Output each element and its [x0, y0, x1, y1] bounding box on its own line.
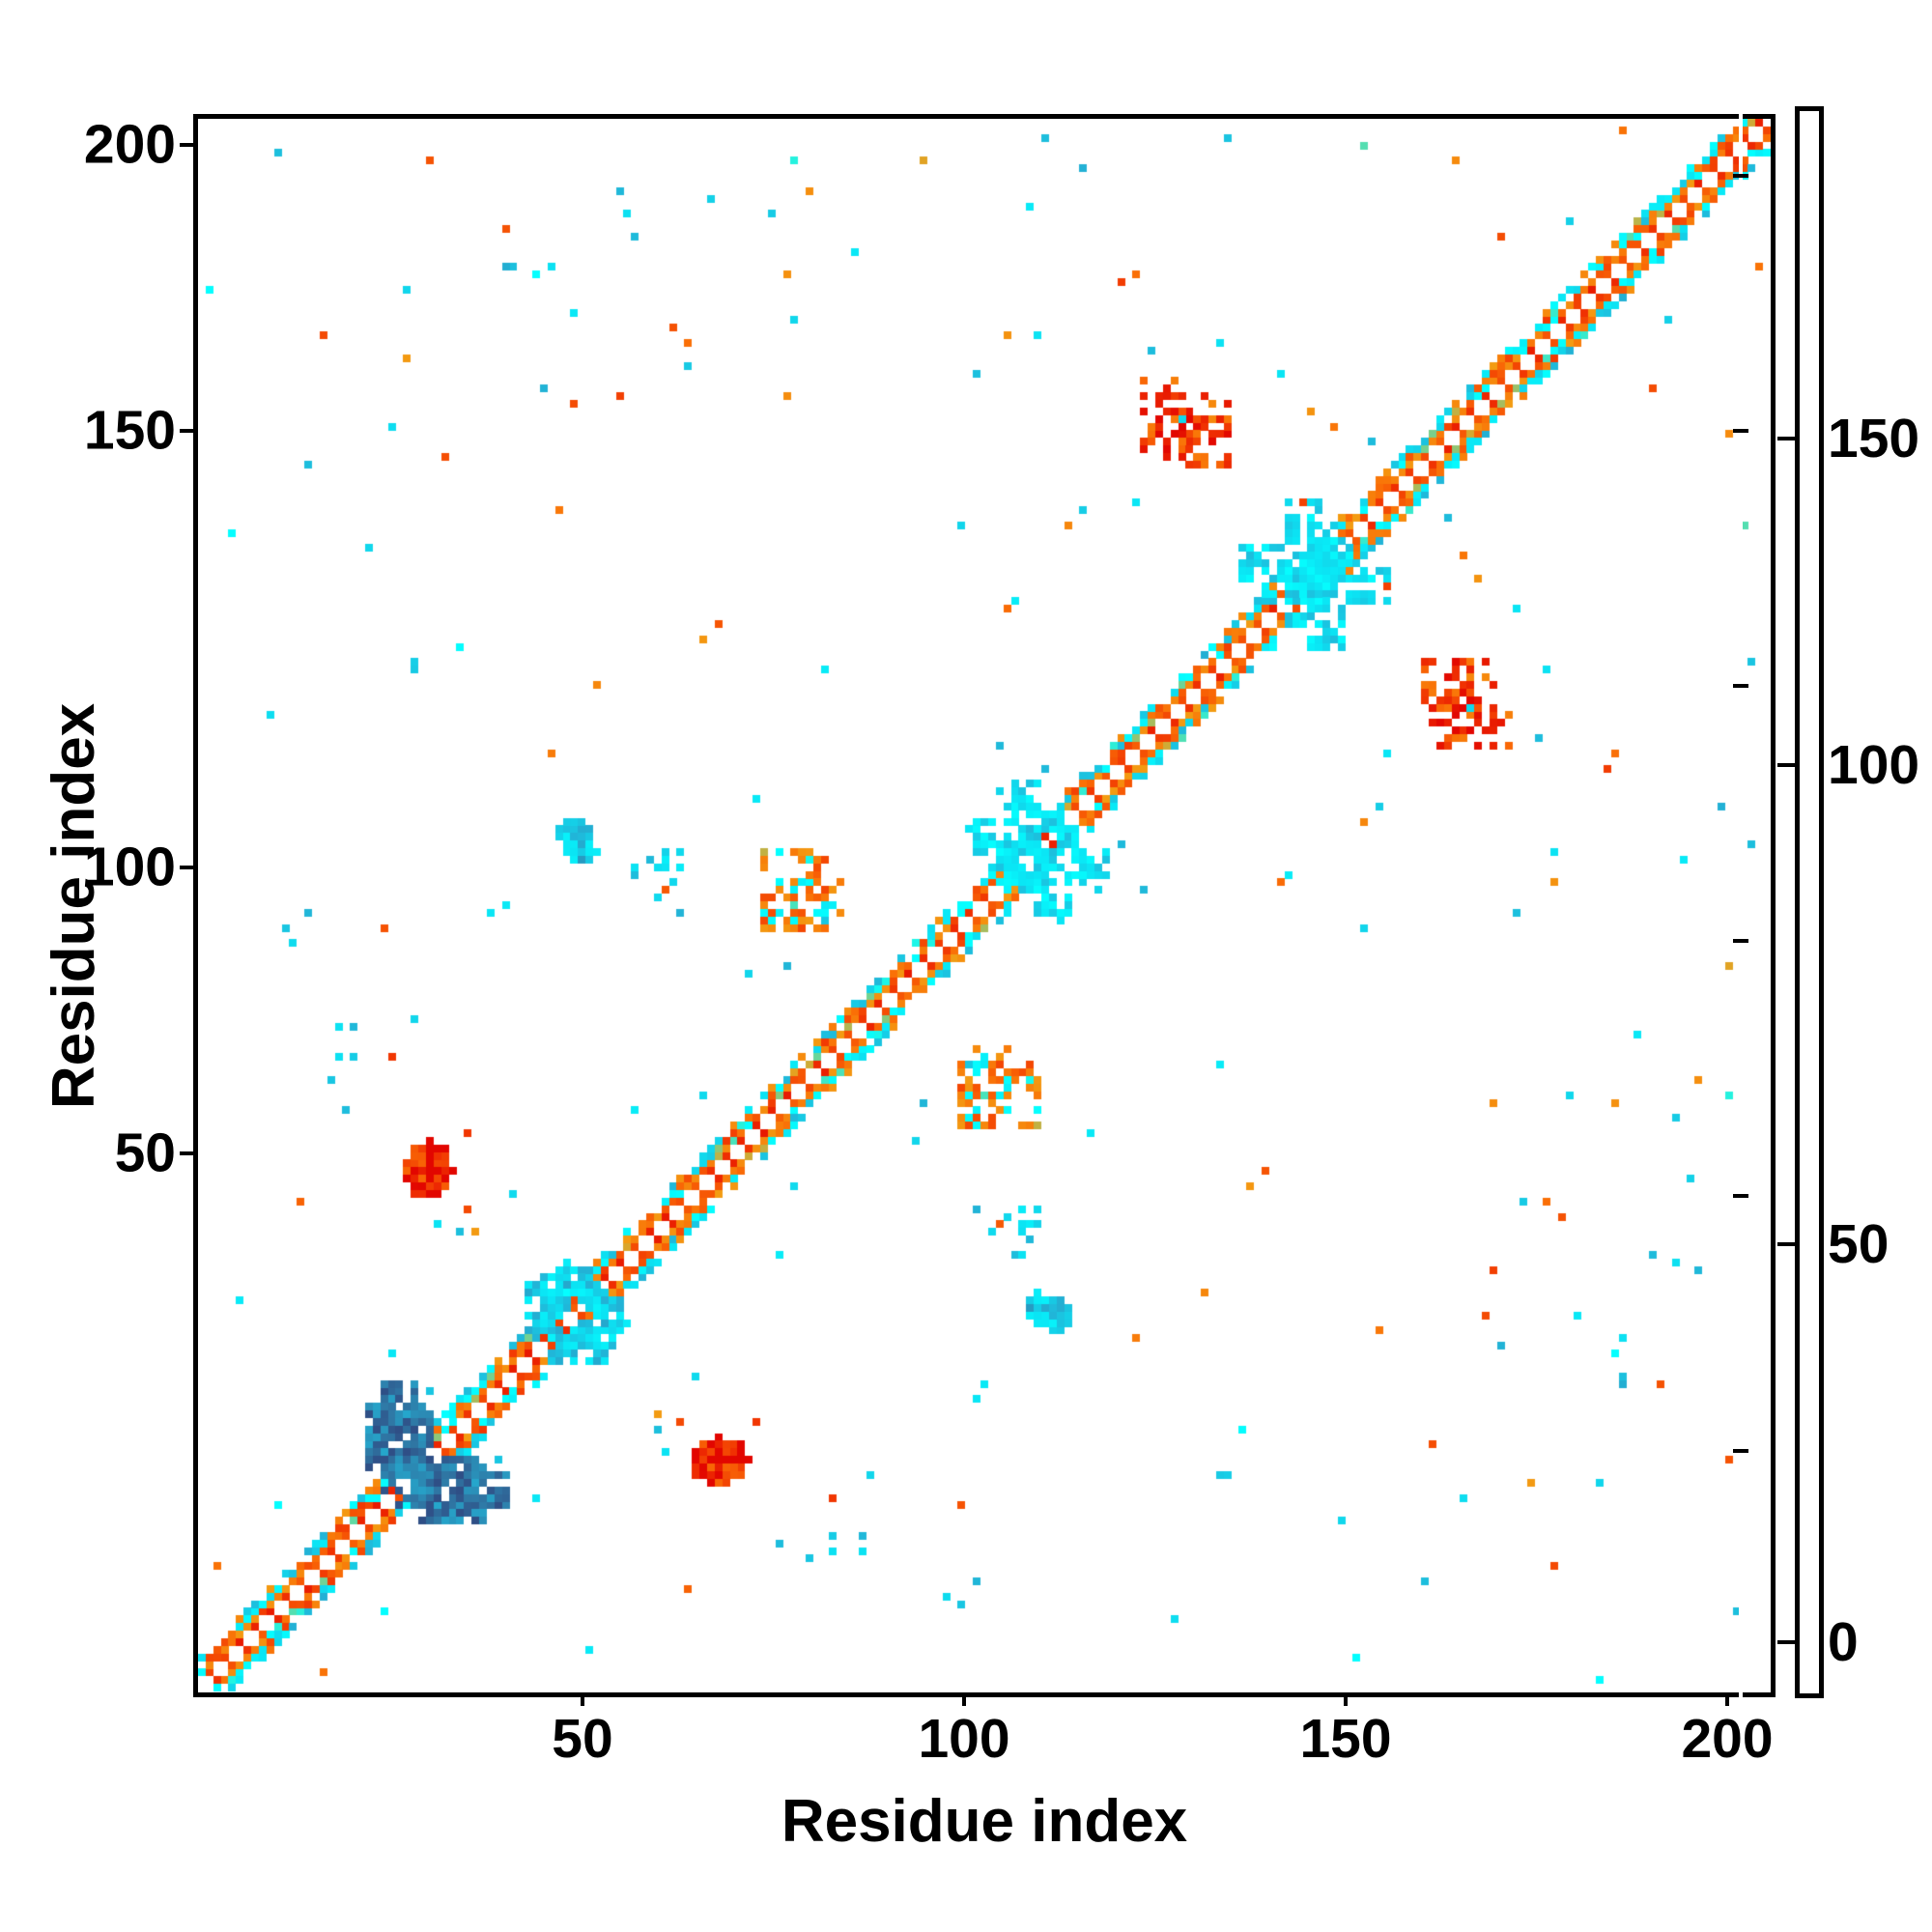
colorbar-tick-50 — [1777, 1242, 1795, 1246]
x-axis-label: Residue index — [781, 1788, 1188, 1855]
x-tick-150 — [1344, 1692, 1348, 1706]
colorbar-label-0: 0 — [1828, 1611, 1859, 1673]
y-tick-label-50: 50 — [114, 1122, 176, 1184]
contact-map-heatmap — [198, 119, 1771, 1692]
colorbar-outer-tick-1 — [1733, 174, 1748, 178]
y-tick-150 — [180, 429, 193, 433]
colorbar-outer-tick-3 — [1733, 684, 1748, 688]
colorbar-tick-0 — [1777, 1640, 1795, 1644]
colorbar-label-100: 100 — [1828, 734, 1920, 796]
colorbar-tick-150 — [1777, 437, 1795, 440]
contact-map-plot-area — [193, 114, 1776, 1697]
x-tick-label-200: 200 — [1681, 1708, 1774, 1770]
colorbar-tick-100 — [1777, 763, 1795, 767]
x-tick-label-100: 100 — [918, 1708, 1010, 1770]
x-tick-100 — [962, 1692, 966, 1706]
y-tick-50 — [180, 1151, 193, 1155]
x-tick-label-50: 50 — [552, 1708, 613, 1770]
colorbar-outer-tick-4 — [1733, 939, 1748, 943]
x-tick-label-150: 150 — [1299, 1708, 1392, 1770]
colorbar[interactable]: 150 100 50 0 — [1777, 106, 1919, 1698]
colorbar-outer-tick-2 — [1733, 429, 1748, 433]
x-tick-200 — [1725, 1692, 1729, 1706]
colorbar-outline — [1795, 106, 1824, 1698]
colorbar-outer-spine — [1739, 106, 1743, 1698]
y-tick-label-100: 100 — [83, 836, 176, 898]
colorbar-outer-tick-6 — [1733, 1449, 1748, 1453]
y-tick-label-150: 150 — [83, 399, 176, 462]
y-tick-100 — [180, 866, 193, 869]
y-axis-label: Residue index — [41, 702, 107, 1110]
colorbar-label-50: 50 — [1828, 1213, 1889, 1275]
colorbar-label-150: 150 — [1828, 408, 1920, 469]
x-tick-50 — [581, 1692, 584, 1706]
colorbar-outer-tick-5 — [1733, 1194, 1748, 1198]
y-tick-label-200: 200 — [83, 113, 176, 176]
y-tick-200 — [180, 143, 193, 147]
